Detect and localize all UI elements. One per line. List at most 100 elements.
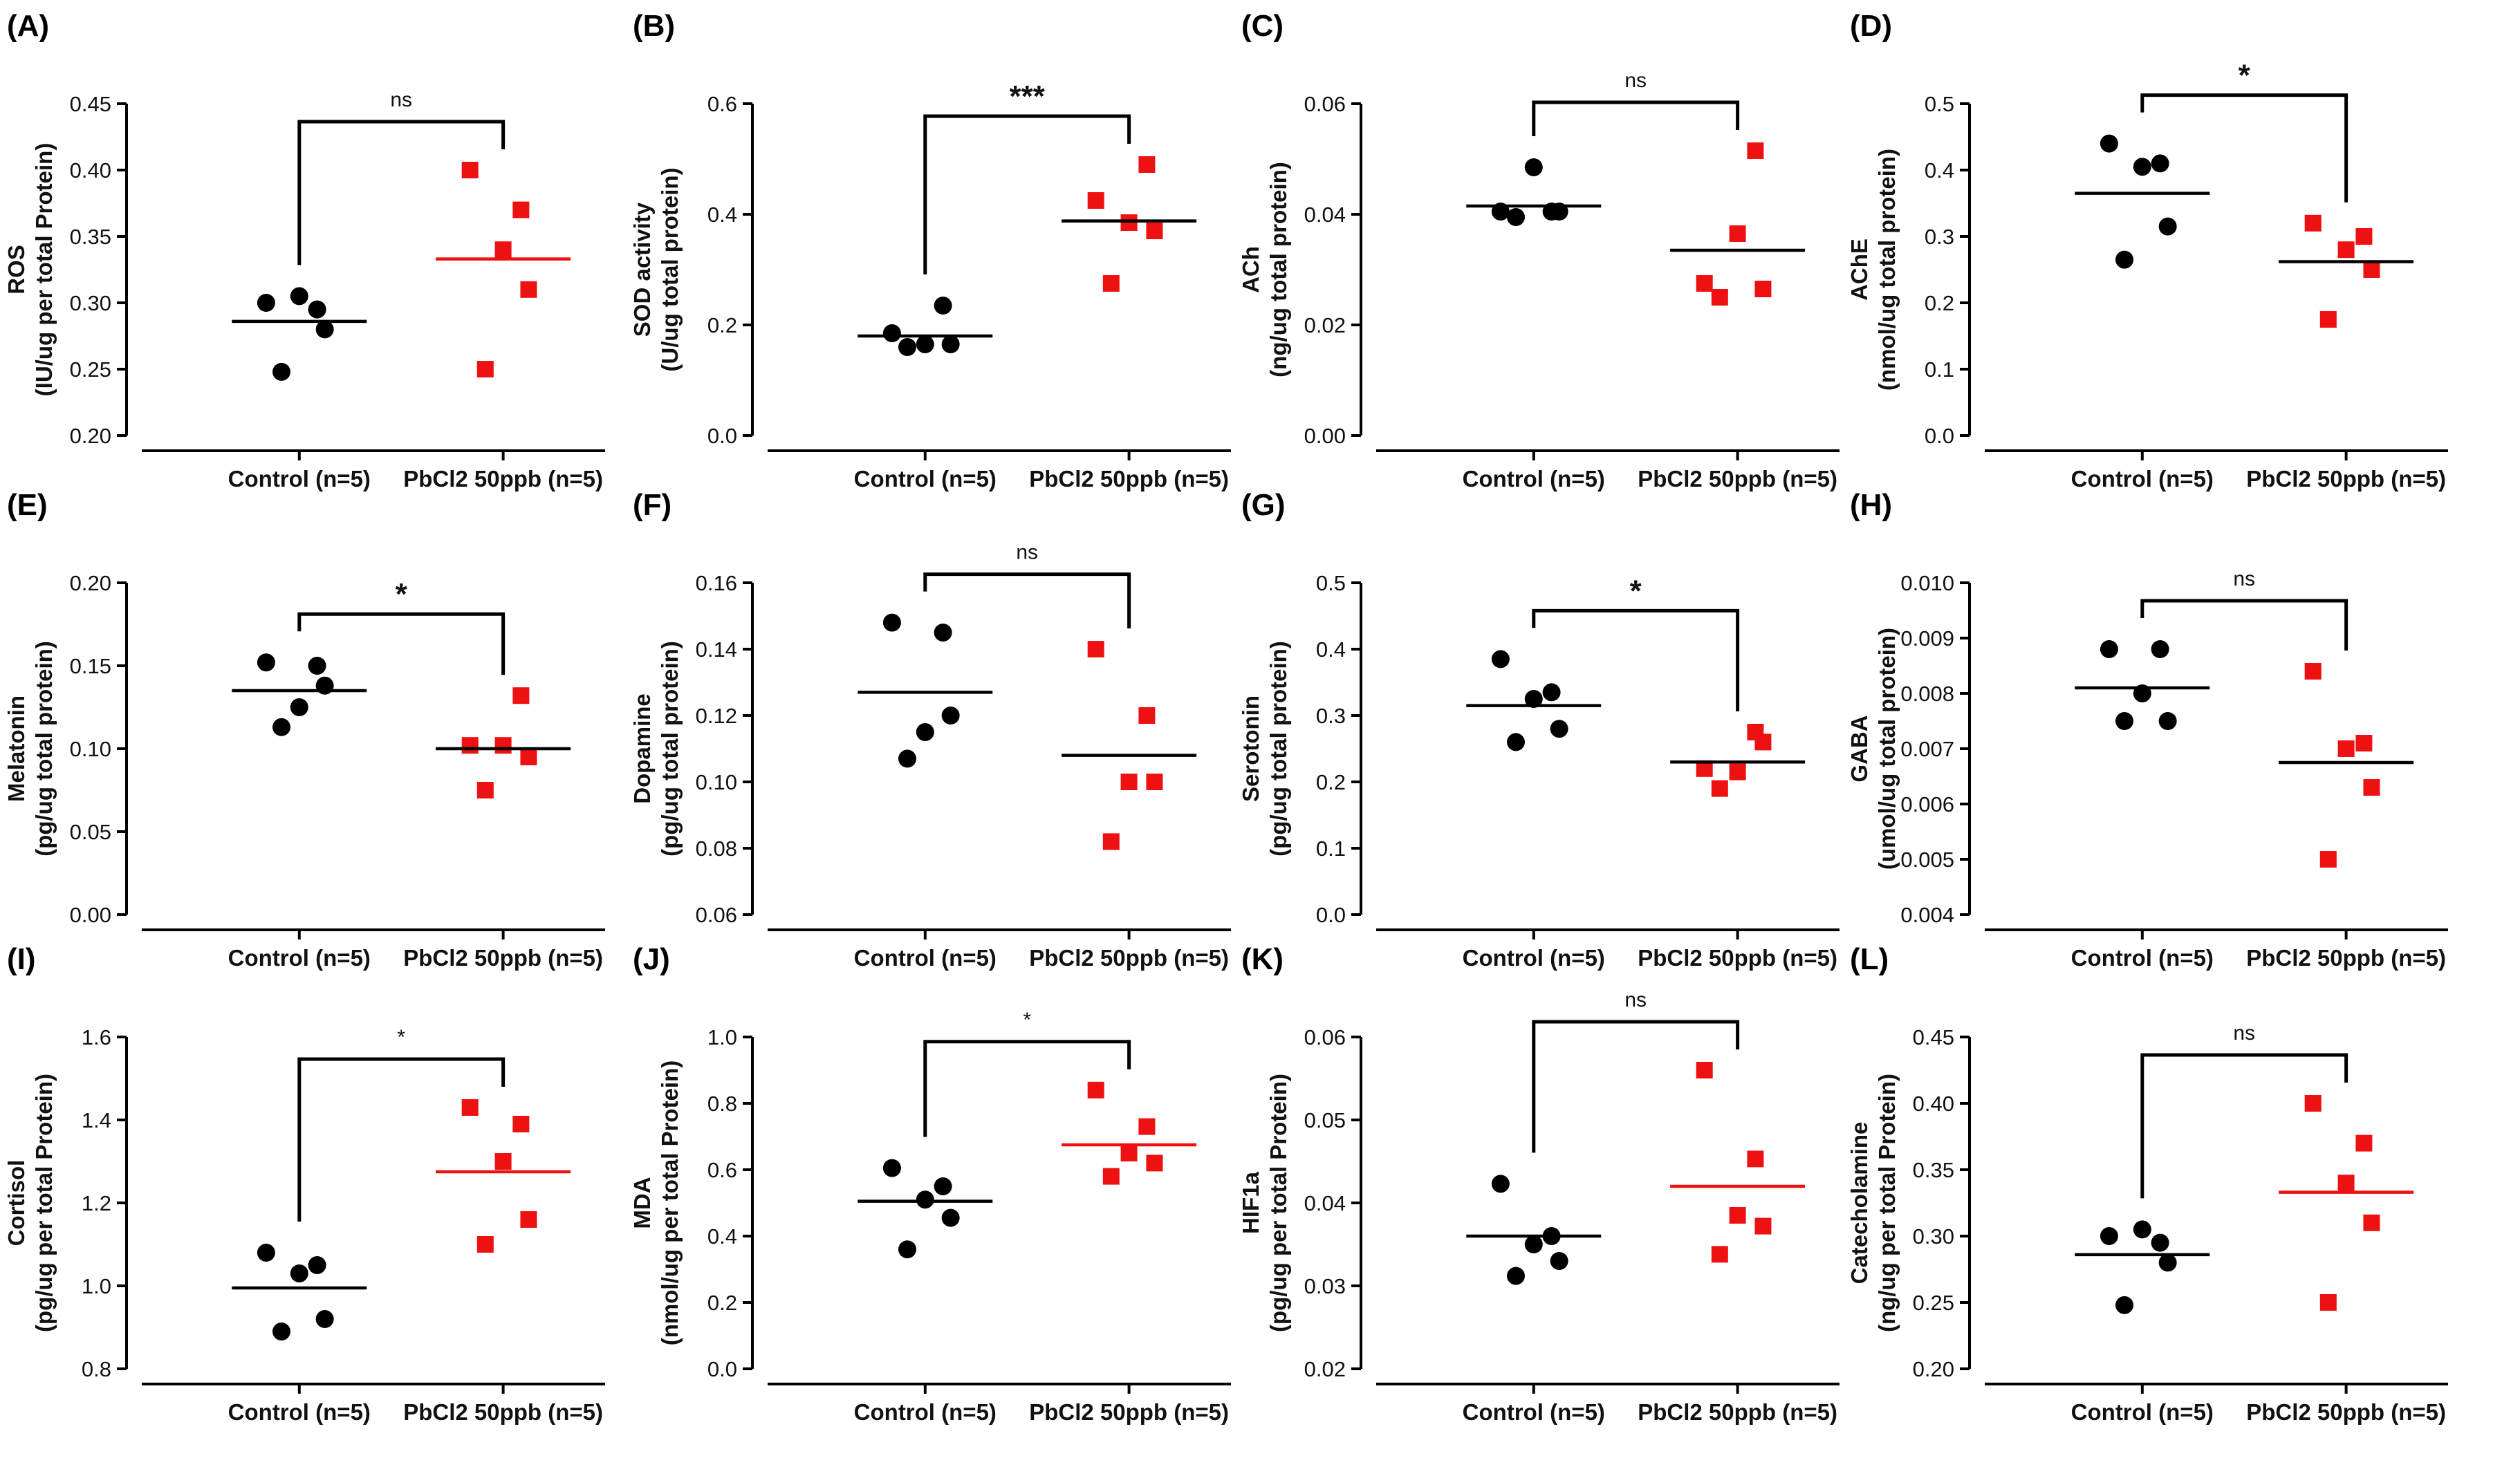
control-point bbox=[934, 1177, 952, 1195]
significance-bracket bbox=[923, 114, 1131, 274]
y-tick-label: 0.2 bbox=[1925, 291, 1954, 315]
y-tick-label: 0.009 bbox=[1900, 626, 1954, 651]
category-label: PbCl2 50ppb (n=5) bbox=[2246, 945, 2446, 971]
control-point bbox=[882, 324, 901, 342]
y-axis-title: HIF1a bbox=[1238, 1171, 1263, 1234]
treatment-point bbox=[2304, 1095, 2322, 1112]
treatment-point bbox=[512, 1116, 530, 1132]
y-tick-label: 0.004 bbox=[1900, 903, 1954, 927]
y-tick-label: 0.25 bbox=[1913, 1291, 1954, 1315]
significance-label: ns bbox=[1624, 989, 1647, 1011]
panel-label: (E) bbox=[7, 488, 48, 522]
y-tick-label: 0.4 bbox=[1316, 637, 1346, 662]
treatment-point bbox=[2304, 214, 2322, 232]
control-point bbox=[308, 300, 326, 319]
y-tick-label: 0.40 bbox=[1913, 1092, 1954, 1116]
y-axis-title: (nmol/ug per total Protein) bbox=[657, 1060, 683, 1345]
treatment-point bbox=[1754, 733, 1772, 751]
treatment-point bbox=[2319, 311, 2337, 328]
y-tick-label: 0.00 bbox=[70, 903, 111, 927]
significance-bracket bbox=[297, 1057, 506, 1222]
control-point bbox=[2115, 250, 2134, 269]
control-point bbox=[272, 362, 291, 381]
control-point bbox=[308, 657, 326, 675]
category-label: Control (n=5) bbox=[1463, 1399, 1605, 1425]
y-tick-label: 0.25 bbox=[70, 357, 111, 382]
y-axis-title: Serotonin bbox=[1238, 695, 1263, 802]
control-point bbox=[1542, 683, 1561, 702]
y-tick-label: 0.0 bbox=[707, 424, 737, 448]
y-tick-label: 0.4 bbox=[707, 203, 737, 227]
control-point bbox=[916, 1190, 934, 1209]
y-tick-label: 0.03 bbox=[1304, 1274, 1346, 1298]
y-axis-title: Cortisol bbox=[3, 1160, 29, 1246]
y-tick-label: 0.0 bbox=[1925, 424, 1954, 448]
treatment-point bbox=[1729, 1207, 1746, 1224]
y-tick-label: 1.0 bbox=[82, 1274, 111, 1298]
category-label: PbCl2 50ppb (n=5) bbox=[1638, 1399, 1837, 1425]
treatment-point bbox=[1711, 1246, 1728, 1263]
treatment-point bbox=[2363, 261, 2380, 278]
category-label: PbCl2 50ppb (n=5) bbox=[2246, 466, 2446, 492]
significance-bracket bbox=[1532, 100, 1740, 136]
y-axis-title: (ng/ug per total Protein) bbox=[1874, 1074, 1900, 1332]
y-axis-title: MDA bbox=[629, 1177, 655, 1228]
y-axis-title: GABA bbox=[1846, 715, 1872, 782]
panel-e: 0.00 0.05 0.10 0.15 0.20 Control (n=5) PbCl2 5… bbox=[3, 488, 605, 971]
control-point bbox=[2100, 640, 2118, 658]
panel-label: (J) bbox=[633, 942, 670, 976]
control-point bbox=[941, 335, 960, 353]
significance-bracket bbox=[297, 120, 506, 265]
control-point bbox=[2158, 712, 2177, 730]
significance-bracket bbox=[923, 1040, 1131, 1137]
control-point bbox=[2100, 134, 2118, 153]
category-label: PbCl2 50ppb (n=5) bbox=[1638, 466, 1837, 492]
control-point bbox=[1524, 1235, 1543, 1253]
y-tick-label: 1.2 bbox=[82, 1191, 111, 1215]
treatment-point bbox=[2363, 779, 2380, 796]
y-tick-label: 0.06 bbox=[696, 903, 737, 927]
control-point bbox=[898, 749, 917, 768]
significance-label: * bbox=[397, 1026, 405, 1049]
treatment-point bbox=[1138, 156, 1156, 173]
treatment-point bbox=[1729, 763, 1746, 781]
control-point bbox=[2151, 640, 2169, 658]
treatment-point bbox=[1747, 142, 1764, 159]
treatment-point bbox=[1120, 214, 1138, 231]
treatment-point bbox=[494, 1153, 512, 1170]
panel-label: (F) bbox=[633, 488, 671, 522]
y-axis-title: (pg/ug total protein) bbox=[1266, 641, 1291, 857]
control-point bbox=[898, 338, 917, 356]
y-tick-label: 0.2 bbox=[707, 313, 737, 337]
control-point bbox=[882, 1159, 901, 1177]
control-point bbox=[1491, 1175, 1510, 1193]
significance-bracket bbox=[297, 612, 506, 675]
y-tick-label: 0.4 bbox=[707, 1224, 737, 1249]
treatment-point bbox=[1729, 225, 1746, 242]
y-tick-label: 0.005 bbox=[1900, 848, 1954, 872]
treatment-point bbox=[2337, 740, 2355, 757]
treatment-point bbox=[1146, 774, 1163, 790]
control-point bbox=[2151, 154, 2169, 173]
category-label: Control (n=5) bbox=[854, 945, 997, 971]
y-axis-title: (ng/ug total protein) bbox=[1266, 162, 1291, 377]
treatment-point bbox=[2355, 735, 2373, 751]
y-tick-label: 0.3 bbox=[1316, 704, 1346, 728]
category-label: Control (n=5) bbox=[228, 1399, 371, 1425]
control-point bbox=[1524, 690, 1543, 708]
y-axis-title: (pg/ug total protein) bbox=[657, 641, 683, 857]
treatment-point bbox=[512, 687, 530, 704]
control-point bbox=[308, 1256, 326, 1274]
treatment-point bbox=[1102, 1168, 1120, 1185]
control-point bbox=[2100, 1227, 2118, 1245]
significance-label: ns bbox=[2233, 1022, 2255, 1045]
category-label: Control (n=5) bbox=[1463, 466, 1605, 492]
y-tick-label: 0.10 bbox=[70, 737, 111, 761]
treatment-point bbox=[494, 737, 512, 754]
control-point bbox=[941, 1208, 960, 1227]
treatment-point bbox=[1711, 289, 1728, 306]
y-tick-label: 0.010 bbox=[1900, 571, 1954, 595]
control-point bbox=[272, 1323, 291, 1340]
y-tick-label: 0.20 bbox=[70, 424, 111, 448]
category-label: Control (n=5) bbox=[228, 945, 371, 971]
